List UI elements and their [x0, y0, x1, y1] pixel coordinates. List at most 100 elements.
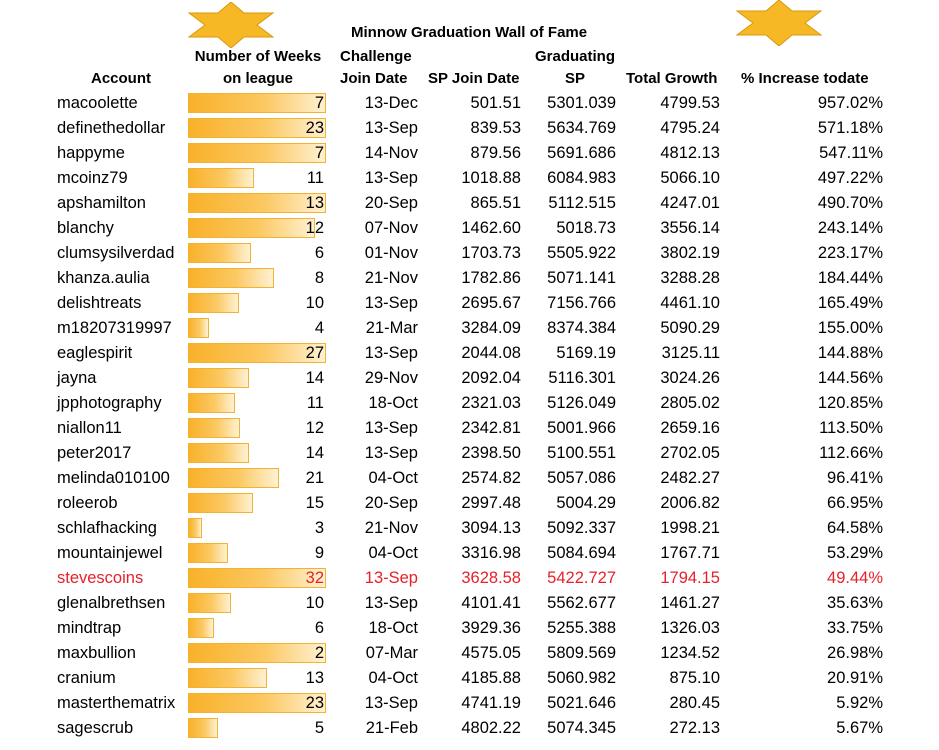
graduating-sp-value: 5809.569 [547, 644, 616, 662]
weeks-cell: 27 [188, 341, 326, 366]
table-row: jpphotography 11 18-Oct 2321.03 5126.049 2805… [0, 391, 939, 416]
graduating-sp-value: 5169.19 [556, 344, 616, 362]
pct-increase-value: 957.02% [817, 94, 883, 112]
total-growth-value: 1326.03 [660, 619, 720, 637]
weeks-value: 10 [305, 294, 324, 312]
weeks-databar [188, 368, 249, 388]
weeks-cell: 6 [188, 241, 326, 266]
table-row: happyme 7 14-Nov 879.56 5691.686 4812.13 547.1… [0, 141, 939, 166]
weeks-cell: 6 [188, 616, 326, 641]
pct-increase-value: 120.85% [817, 394, 883, 412]
graduating-sp-value: 5018.73 [556, 219, 616, 237]
graduating-sp-value: 5634.769 [547, 119, 616, 137]
account-name: niallon11 [57, 419, 122, 437]
weeks-databar [188, 343, 326, 363]
weeks-cell: 11 [188, 391, 326, 416]
account-name: maxbullion [57, 644, 136, 662]
graduating-sp-value: 5422.727 [547, 569, 616, 587]
total-growth-value: 280.45 [669, 694, 720, 712]
pct-increase-value: 96.41% [827, 469, 883, 487]
table-row: eaglespirit 27 13-Sep 2044.08 5169.19 3125.11… [0, 341, 939, 366]
graduating-sp-value: 8374.384 [547, 319, 616, 337]
pct-increase-value: 497.22% [817, 169, 883, 187]
graduating-sp-value: 5691.686 [547, 144, 616, 162]
account-name: definethedollar [57, 119, 166, 137]
weeks-value: 8 [314, 269, 324, 287]
account-name: masterthematrix [57, 694, 176, 712]
weeks-value: 32 [305, 569, 324, 587]
pct-increase-value: 112.66% [819, 444, 883, 462]
total-growth-value: 272.13 [669, 719, 720, 737]
total-growth-value: 875.10 [669, 669, 720, 687]
weeks-cell: 12 [188, 216, 326, 241]
account-name: delishtreats [57, 294, 142, 312]
table-row: jayna 14 29-Nov 2092.04 5116.301 3024.26 144.5… [0, 366, 939, 391]
table-row: definethedollar 23 13-Sep 839.53 5634.769 479… [0, 116, 939, 141]
weeks-value: 2 [314, 644, 324, 662]
weeks-value: 10 [305, 594, 324, 612]
graduating-sp-value: 5071.141 [547, 269, 616, 287]
weeks-value: 11 [306, 394, 324, 412]
graduating-sp-value: 5112.515 [548, 194, 616, 212]
sp-join-value: 1782.86 [461, 269, 521, 287]
account-name: khanza.aulia [57, 269, 150, 287]
join-date: 13-Sep [364, 594, 418, 612]
weeks-value: 7 [314, 94, 324, 112]
pct-increase-value: 53.29% [827, 544, 883, 562]
table-row: sagescrub 5 21-Feb 4802.22 5074.345 272.13 5.6… [0, 716, 939, 741]
sp-join-value: 2695.67 [461, 294, 521, 312]
weeks-value: 5 [314, 719, 324, 737]
weeks-databar [188, 168, 254, 188]
weeks-databar [188, 593, 231, 613]
sp-join-value: 1018.88 [461, 169, 521, 187]
pct-increase-value: 571.18% [817, 119, 883, 137]
pct-increase-value: 155.00% [817, 319, 883, 337]
weeks-databar [188, 118, 326, 138]
weeks-cell: 7 [188, 141, 326, 166]
join-date: 13-Sep [364, 444, 418, 462]
table-row: macoolette 7 13-Dec 501.51 5301.039 4799.53 95… [0, 91, 939, 116]
join-date: 04-Oct [368, 469, 418, 487]
pct-increase-value: 26.98% [827, 644, 883, 662]
weeks-databar [188, 93, 326, 113]
join-date: 04-Oct [368, 544, 418, 562]
pct-increase-value: 144.88% [817, 344, 883, 362]
sp-join-value: 3929.36 [461, 619, 521, 637]
graduating-sp-value: 5001.966 [547, 419, 616, 437]
account-name: schlafhacking [57, 519, 157, 537]
sp-join-value: 3284.09 [461, 319, 521, 337]
account-name: apshamilton [57, 194, 146, 212]
graduating-sp-value: 7156.766 [547, 294, 616, 312]
account-name: eaglespirit [57, 344, 133, 362]
weeks-cell: 23 [188, 116, 326, 141]
pct-increase-value: 49.44% [827, 569, 883, 587]
weeks-cell: 15 [188, 491, 326, 516]
pct-increase-value: 64.58% [827, 519, 883, 537]
join-date: 13-Sep [364, 294, 418, 312]
total-growth-value: 1794.15 [660, 569, 720, 587]
join-date: 21-Mar [365, 319, 418, 337]
sp-join-value: 1703.73 [461, 244, 521, 262]
pct-increase-value: 5.92% [836, 694, 883, 712]
total-growth-value: 4799.53 [660, 94, 720, 112]
header-weeks: Number of Weeks on league [194, 48, 322, 87]
total-growth-value: 3125.11 [661, 344, 720, 362]
join-date: 20-Sep [364, 494, 418, 512]
account-name: melinda010100 [57, 469, 170, 487]
total-growth-value: 3802.19 [660, 244, 720, 262]
sp-join-value: 4575.05 [461, 644, 521, 662]
account-name: mountainjewel [57, 544, 163, 562]
table-row: blanchy 12 07-Nov 1462.60 5018.73 3556.14 243.… [0, 216, 939, 241]
table-row: mountainjewel 9 04-Oct 3316.98 5084.694 1767.… [0, 541, 939, 566]
graduating-sp-value: 5505.922 [547, 244, 616, 262]
weeks-databar [188, 293, 239, 313]
sp-join-value: 3316.98 [461, 544, 521, 562]
pct-increase-value: 113.50% [819, 419, 883, 437]
weeks-value: 9 [314, 544, 324, 562]
weeks-value: 15 [305, 494, 324, 512]
sp-join-value: 4185.88 [461, 669, 521, 687]
total-growth-value: 1461.27 [660, 594, 720, 612]
weeks-value: 4 [314, 319, 324, 337]
weeks-value: 3 [314, 519, 324, 537]
total-growth-value: 3024.26 [660, 369, 720, 387]
